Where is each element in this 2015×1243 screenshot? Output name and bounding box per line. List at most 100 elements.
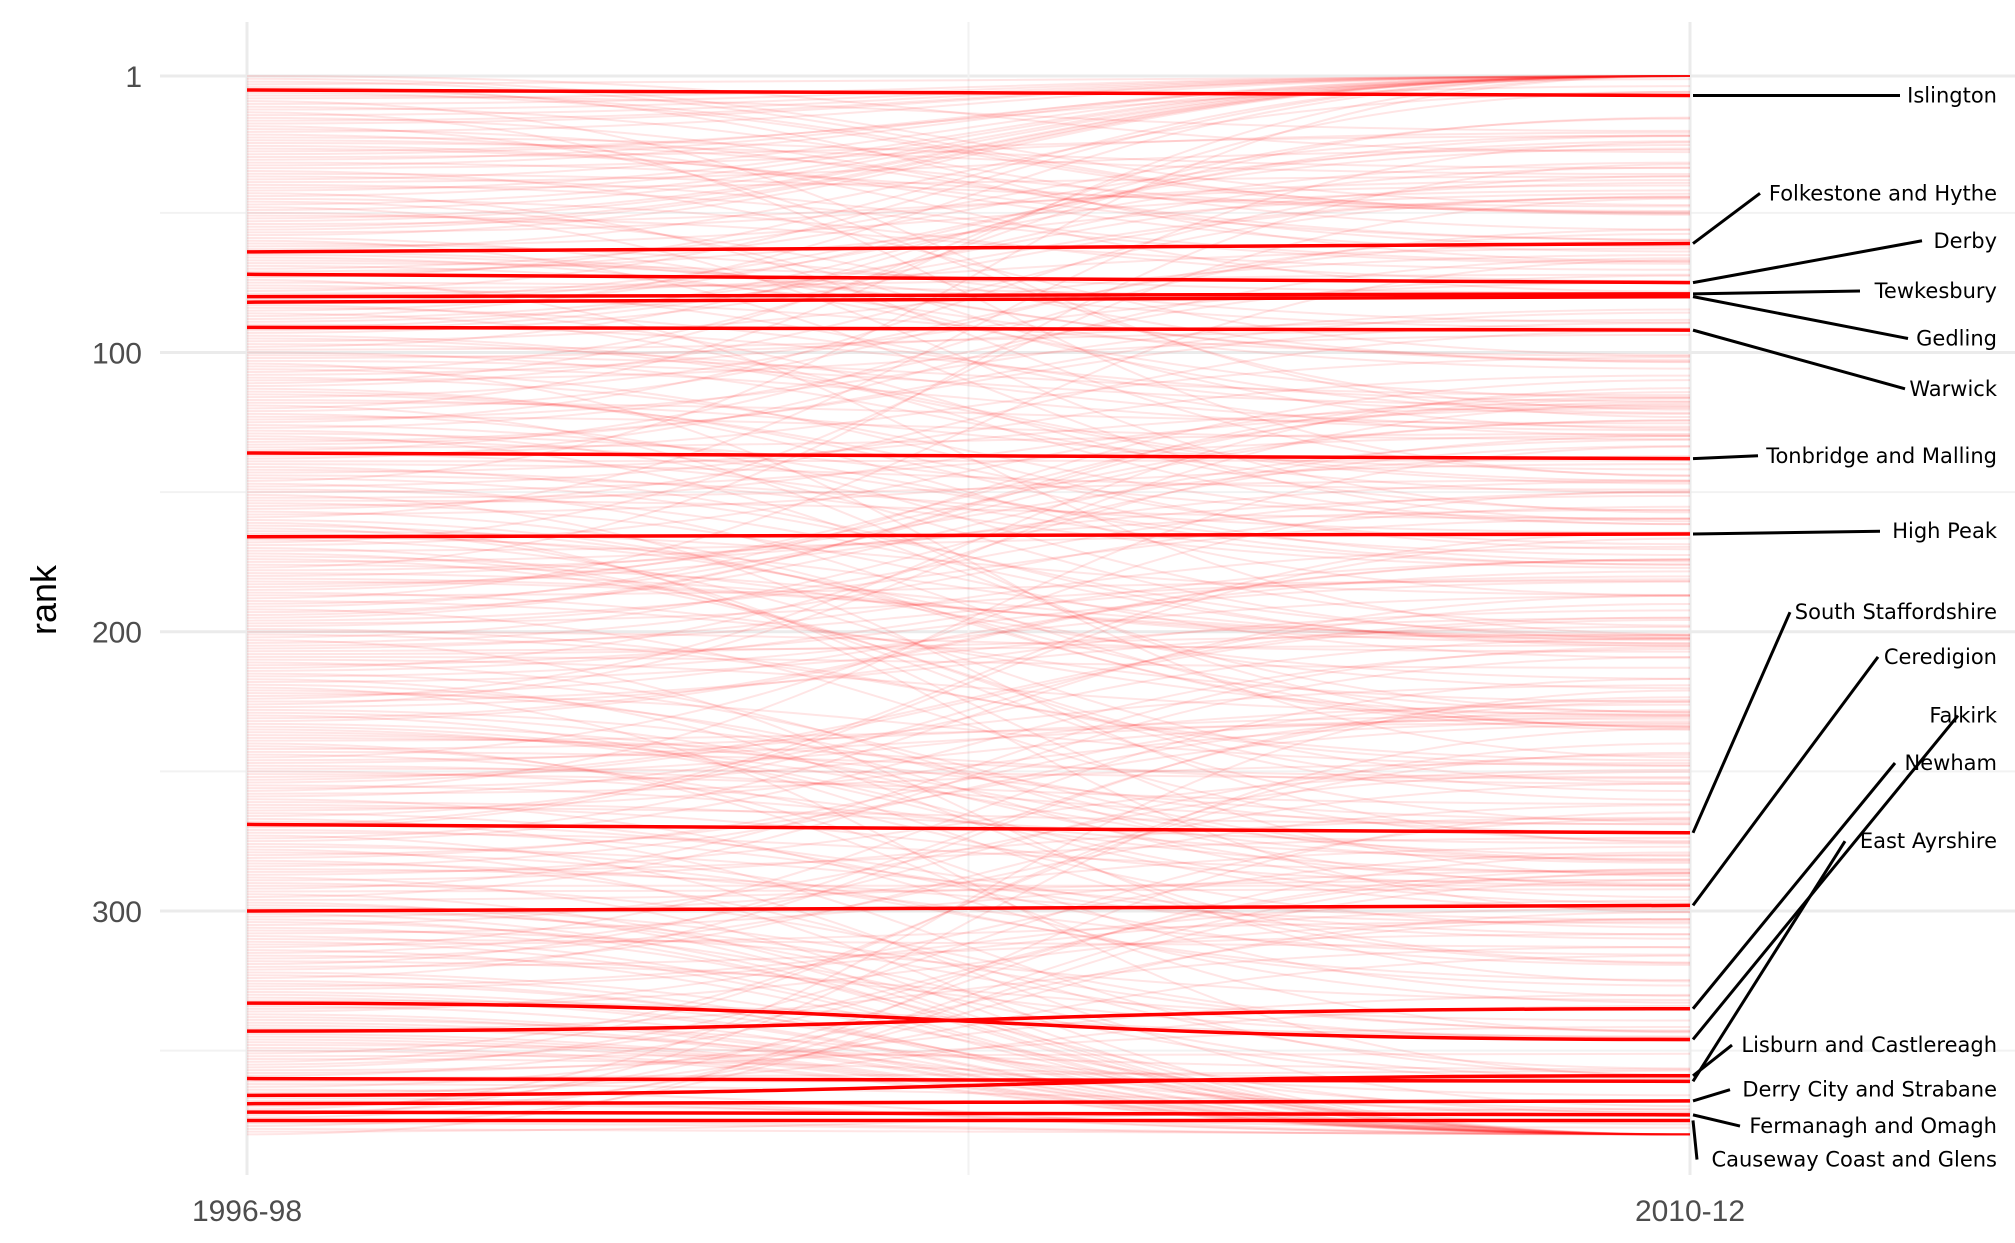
background-series-line — [246, 829, 1691, 940]
highlight-series-line — [246, 1074, 1691, 1098]
background-series-line — [246, 354, 1691, 397]
background-series-line — [246, 253, 1691, 362]
background-series-line — [246, 192, 1691, 273]
background-series-line — [246, 537, 1691, 829]
highlight-series-line — [246, 325, 1691, 332]
background-series-line — [246, 142, 1691, 176]
background-series-line — [246, 519, 1691, 728]
background-series-line — [246, 750, 1691, 779]
background-series-line — [246, 532, 1691, 690]
background-series-line — [246, 845, 1691, 918]
background-series-line — [246, 842, 1691, 987]
background-series-line — [246, 75, 1691, 237]
background-series-line — [246, 851, 1691, 982]
area-label: East Ayrshire — [1860, 829, 1997, 853]
background-series-line — [246, 242, 1691, 324]
background-series-line — [246, 689, 1691, 1111]
background-series-line — [246, 415, 1691, 441]
background-series-line — [246, 75, 1691, 228]
background-series-line — [246, 845, 1691, 921]
background-series-line — [246, 993, 1691, 1074]
background-series-line — [246, 75, 1691, 410]
background-series-line — [246, 75, 1691, 181]
label-leader-line — [1692, 1043, 1733, 1077]
background-series-line — [246, 374, 1691, 488]
background-series-line — [246, 591, 1691, 717]
background-series-line — [246, 703, 1691, 778]
background-series-line — [246, 848, 1691, 1136]
background-series-line — [246, 521, 1691, 914]
background-series-line — [246, 75, 1691, 223]
background-series-line — [246, 633, 1691, 762]
background-series-line — [246, 424, 1691, 566]
background-series-line — [246, 869, 1691, 935]
background-series-line — [246, 594, 1691, 840]
background-series-line — [246, 463, 1691, 516]
background-series-line — [246, 105, 1691, 231]
background-series-line — [246, 517, 1691, 622]
background-series-line — [246, 455, 1691, 577]
background-series-line — [246, 75, 1691, 125]
background-series-line — [246, 184, 1691, 226]
background-series-line — [246, 1122, 1691, 1136]
label-leader-line — [1692, 454, 1759, 461]
background-series-line — [246, 559, 1691, 672]
background-series-line — [246, 206, 1691, 514]
label-leader-line — [1692, 328, 1906, 391]
background-series-line — [246, 75, 1691, 105]
background-series-line — [246, 379, 1691, 608]
background-series-line — [246, 175, 1691, 189]
background-series-line — [246, 356, 1691, 457]
background-series-line — [246, 402, 1691, 706]
background-series-line — [246, 820, 1691, 936]
background-series-line — [246, 183, 1691, 265]
background-series-line — [246, 463, 1691, 491]
background-series-line — [246, 851, 1691, 1013]
background-series-line — [246, 834, 1691, 1108]
background-series-line — [246, 1004, 1691, 1136]
background-series-line — [246, 134, 1691, 270]
background-series-line — [246, 351, 1691, 494]
background-series-line — [246, 714, 1691, 751]
background-series-line — [246, 609, 1691, 709]
background-series-line — [246, 812, 1691, 966]
background-series-line — [246, 661, 1691, 887]
background-series-line — [246, 904, 1691, 1032]
background-series-line — [246, 558, 1691, 723]
area-label: High Peak — [1892, 519, 1998, 543]
background-series-line — [246, 303, 1691, 512]
label-leader-line — [1691, 655, 1880, 907]
label-leader-line — [1691, 611, 1792, 834]
background-series-line — [246, 117, 1691, 348]
background-series-line — [246, 580, 1691, 637]
background-series-line — [246, 933, 1691, 968]
background-series-line — [246, 803, 1691, 887]
background-series-line — [246, 722, 1691, 857]
background-series-line — [246, 75, 1691, 212]
highlight-series-line — [246, 1099, 1691, 1106]
background-series-line — [246, 954, 1691, 1039]
background-series-line — [246, 452, 1691, 566]
background-series-line — [246, 946, 1691, 1033]
background-series-line — [246, 910, 1691, 1042]
background-series-line — [246, 75, 1691, 154]
background-series-line — [246, 545, 1691, 650]
background-series-line — [246, 365, 1691, 432]
background-series-line — [246, 538, 1691, 784]
background-series-line — [246, 731, 1691, 864]
y-axis-ticks: 1 100 200 300 — [92, 61, 142, 929]
background-series-line — [246, 480, 1691, 586]
background-series-line — [246, 465, 1691, 647]
highlight-series-line — [246, 451, 1691, 461]
background-series-line — [246, 770, 1691, 926]
background-series-line — [246, 868, 1691, 925]
background-series-line — [246, 878, 1691, 901]
background-series-line — [246, 502, 1691, 659]
background-series-line — [246, 75, 1691, 206]
background-series-line — [246, 555, 1691, 680]
y-tick-label: 1 — [125, 61, 142, 94]
background-series-line — [246, 817, 1691, 1069]
background-series-line — [246, 510, 1691, 731]
background-series-line — [246, 419, 1691, 589]
background-series-line — [246, 493, 1691, 844]
